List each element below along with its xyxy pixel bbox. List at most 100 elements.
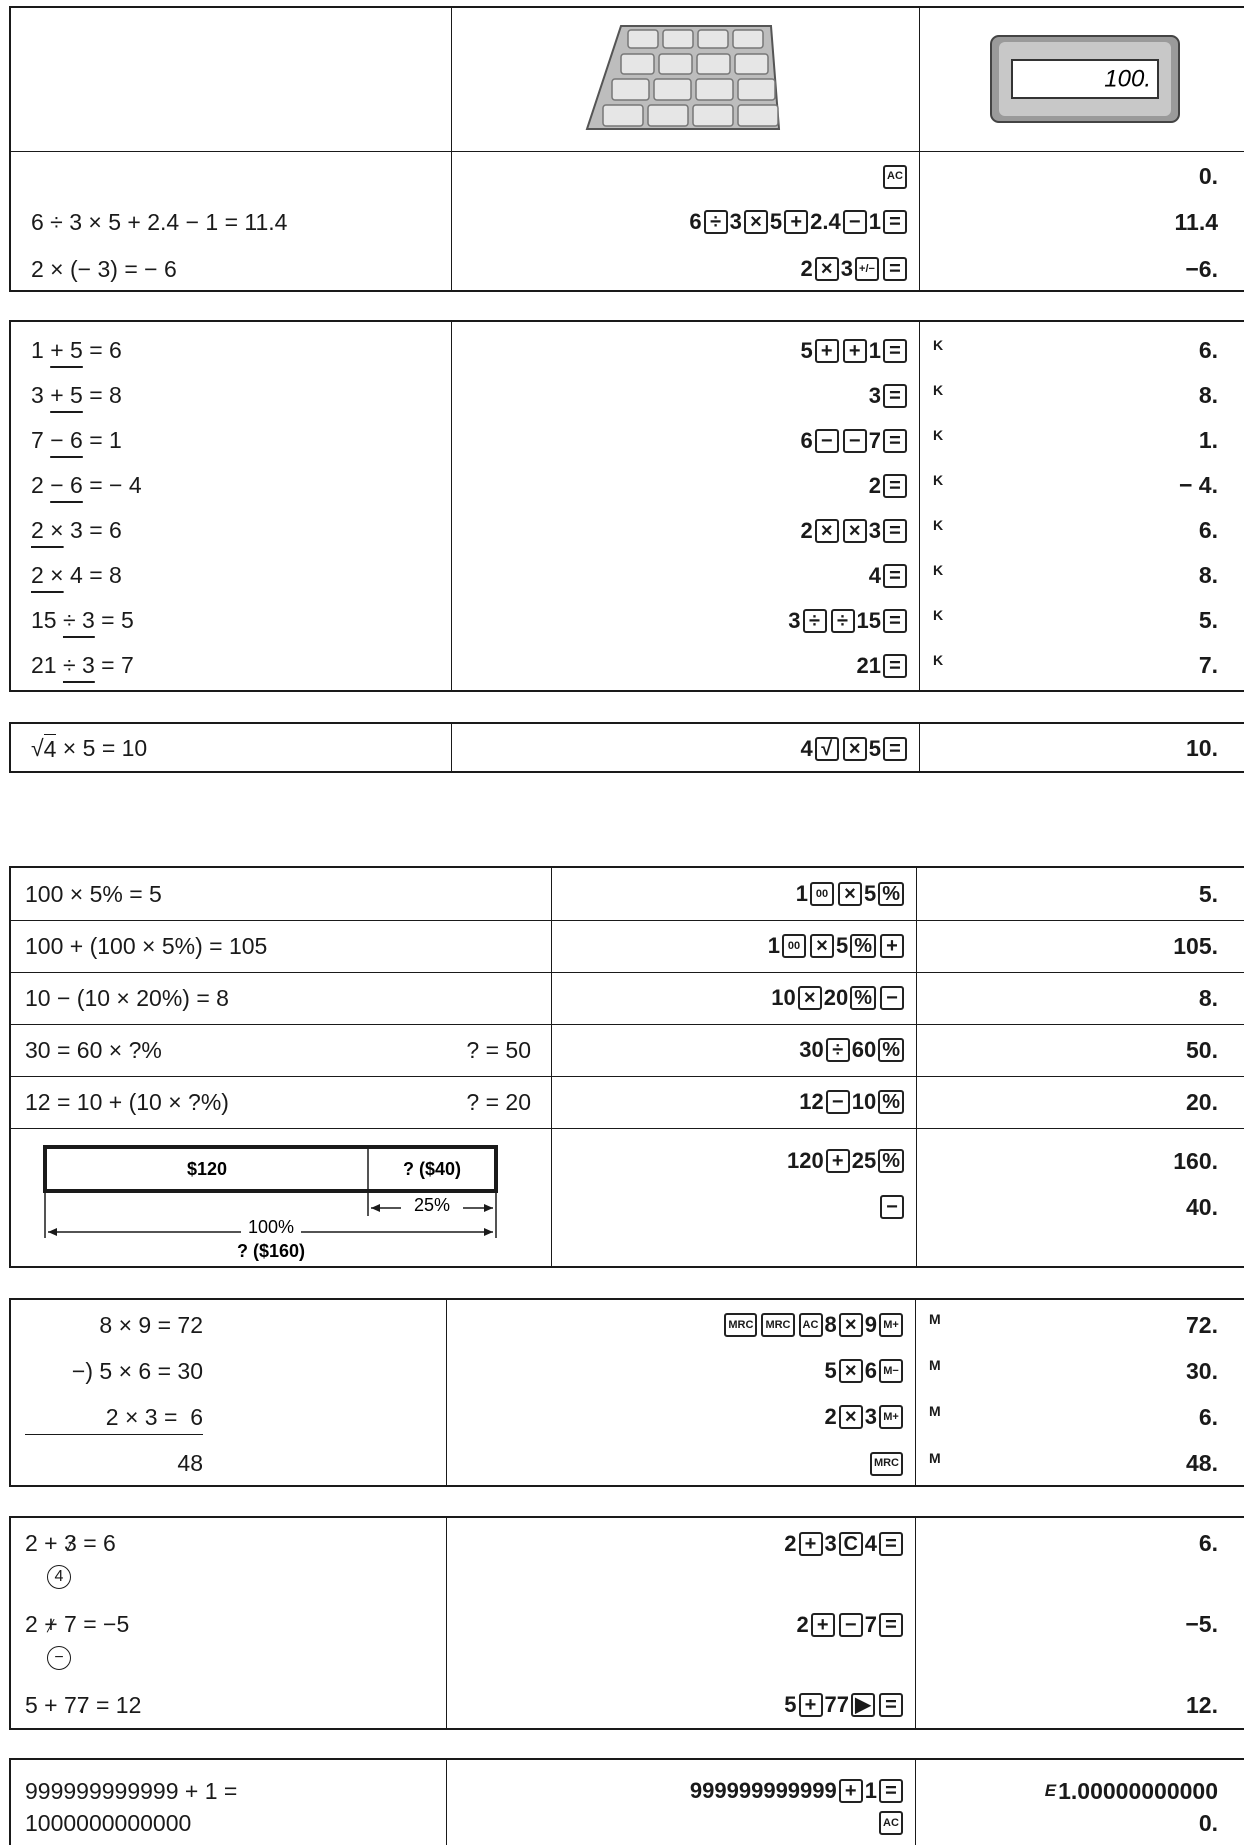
expr-text: 7 = −5 bbox=[57, 1611, 130, 1637]
key-sequence: MRC bbox=[868, 1447, 905, 1481]
result: 8. bbox=[1199, 379, 1218, 413]
expression: 7 − 6 = 1 bbox=[31, 424, 122, 458]
expression: 1000000000000 bbox=[25, 1807, 191, 1839]
key-digits: 2 bbox=[868, 472, 881, 498]
calc-key: + bbox=[814, 338, 839, 363]
key-sequence: 1 00 × 5% bbox=[796, 871, 906, 917]
result-value: 8. bbox=[1198, 984, 1218, 1011]
result: 8. bbox=[1199, 559, 1218, 593]
result: 72. bbox=[1186, 1308, 1218, 1342]
struck-text: 7 bbox=[76, 1691, 90, 1718]
expression: 6 ÷ 3 × 5 + 2.4 − 1 = 11.4 bbox=[31, 205, 287, 239]
table-frame: 999999999999 + 1 = 1000000000000 999999999… bbox=[9, 1758, 1244, 1845]
diagram-box bbox=[43, 1145, 498, 1193]
indicator: K bbox=[933, 381, 944, 398]
rule bbox=[11, 151, 1244, 152]
table-frame: 1 + 5 = 6 5 + +1 = 6. K 3 + 5 = 8 3 = 8. K 7 − 6 = 1… bbox=[9, 320, 1244, 692]
expression: 2 × (− 3) = − 6 bbox=[31, 252, 177, 286]
arrow-head bbox=[48, 1228, 57, 1236]
calc-key: + bbox=[798, 1531, 823, 1556]
calc-key: 00 bbox=[781, 934, 806, 958]
indicator: K bbox=[933, 516, 944, 533]
key-digits: 60 bbox=[851, 1037, 877, 1062]
column-rule bbox=[919, 724, 920, 771]
result-value: − 4. bbox=[1178, 472, 1218, 498]
expr-text: × 5 = 10 bbox=[56, 735, 148, 761]
key-sequence: 5 + +1 = bbox=[801, 334, 910, 368]
key-sequence: 2 × 3 M+ bbox=[825, 1400, 906, 1434]
indicator: M bbox=[929, 1403, 941, 1419]
result: 12. bbox=[1186, 1689, 1218, 1722]
expression: 2 × 3 = 6 bbox=[25, 1400, 203, 1435]
calc-key: % bbox=[878, 1149, 904, 1173]
indicator: K bbox=[933, 606, 944, 623]
calc-key: × bbox=[838, 1359, 863, 1383]
key-sequence: 3 ÷ ÷ 15 = bbox=[788, 604, 909, 638]
key-digits: 2 bbox=[796, 1611, 809, 1637]
result: 0. bbox=[1199, 1807, 1218, 1839]
expr-text: 12 = 10 + (10 × ?%) bbox=[25, 1088, 229, 1115]
column-rule bbox=[915, 1518, 916, 1728]
expr-text: 2 × 3 = 6 bbox=[105, 1403, 203, 1430]
column-rule bbox=[916, 868, 917, 1266]
calc-key: = bbox=[883, 428, 907, 453]
key-sequence: MRC MRC AC 8 × 9 M+ bbox=[722, 1308, 905, 1342]
calc-key: × bbox=[743, 210, 768, 234]
result-value: 10. bbox=[1186, 735, 1218, 761]
indicator: K bbox=[933, 561, 944, 578]
key-digits: 77 bbox=[824, 1692, 849, 1717]
row-rule bbox=[11, 920, 1244, 921]
column-rule bbox=[451, 8, 452, 290]
key-sequence: 2 × × 3 = bbox=[801, 514, 910, 548]
result: 50. bbox=[1186, 1027, 1218, 1073]
calc-key: − bbox=[838, 1612, 863, 1637]
calc-key: ▶ bbox=[851, 1693, 875, 1717]
expr-text: 8 × 9 = 72 bbox=[99, 1311, 203, 1338]
column-rule bbox=[551, 868, 552, 1266]
key-digits: 2.4 bbox=[810, 209, 841, 234]
result-value: 8. bbox=[1198, 562, 1218, 588]
header-icons: 100. bbox=[585, 25, 1180, 130]
calc-key: % bbox=[878, 882, 904, 906]
underlined-text: − 6 bbox=[50, 472, 83, 498]
result: 8. bbox=[1199, 975, 1218, 1021]
key-digits: 2 bbox=[800, 256, 813, 281]
key-digits: 25 bbox=[851, 1148, 877, 1173]
key-sequence: 2 +3 C 4 = bbox=[784, 1527, 905, 1560]
key-digits: 6 bbox=[800, 427, 813, 453]
calc-key: ÷ bbox=[830, 608, 855, 633]
calc-key: √ bbox=[814, 736, 839, 761]
expression: 15 ÷ 3 = 5 bbox=[31, 604, 134, 638]
result: E 1.00000000000 bbox=[1045, 1775, 1218, 1807]
expr-text: 999999999999 + 1 = bbox=[25, 1777, 238, 1804]
expression: √ 4 × 5 = 10 bbox=[31, 732, 147, 766]
key-digits: 5 bbox=[769, 209, 783, 234]
column-rule bbox=[446, 1300, 447, 1485]
result: 6. bbox=[1199, 334, 1218, 368]
expression: 21 ÷ 3 = 7 bbox=[31, 649, 134, 683]
expr-text: = − 4 bbox=[82, 472, 142, 498]
display-icon: 100. bbox=[990, 35, 1180, 123]
key-sequence: 5 × 6 M− bbox=[825, 1354, 906, 1388]
result-value: −6. bbox=[1185, 255, 1218, 282]
key-digits: 12 bbox=[799, 1089, 824, 1114]
underlined-text: + 5 bbox=[50, 337, 83, 363]
expression: 100 × 5% = 5 bbox=[25, 871, 162, 917]
expr-text: 7 bbox=[31, 427, 51, 453]
key-digits: 5 bbox=[868, 735, 881, 761]
table-frame: 2 + 3 = 6 4 2 +3 C 4 = 6. 2 + 7 = −5−2 + −7 = −5. 5 +… bbox=[9, 1516, 1244, 1730]
key-sequence: 4 √ × 5 = bbox=[801, 732, 910, 766]
calc-key: − bbox=[814, 428, 839, 453]
diagram-label: ? ($160) bbox=[237, 1241, 305, 1261]
result: 1. bbox=[1199, 424, 1218, 458]
underlined-text: 2 × bbox=[31, 562, 64, 588]
key-digits: 6 bbox=[689, 209, 702, 234]
table-frame: √ 4 × 5 = 10 4 √ × 5 = 10. bbox=[9, 722, 1244, 773]
expr-text: 100 × 5% = 5 bbox=[25, 880, 162, 907]
expr-text: = 7 bbox=[94, 652, 134, 678]
expression: 3 + 5 = 8 bbox=[31, 379, 122, 413]
expression: 2 × 4 = 8 bbox=[31, 559, 122, 593]
calc-key: % bbox=[850, 986, 876, 1010]
expr-text: 2 × (− 3) = − 6 bbox=[31, 255, 177, 282]
expression: 12 = 10 + (10 × ?%) bbox=[25, 1079, 229, 1125]
